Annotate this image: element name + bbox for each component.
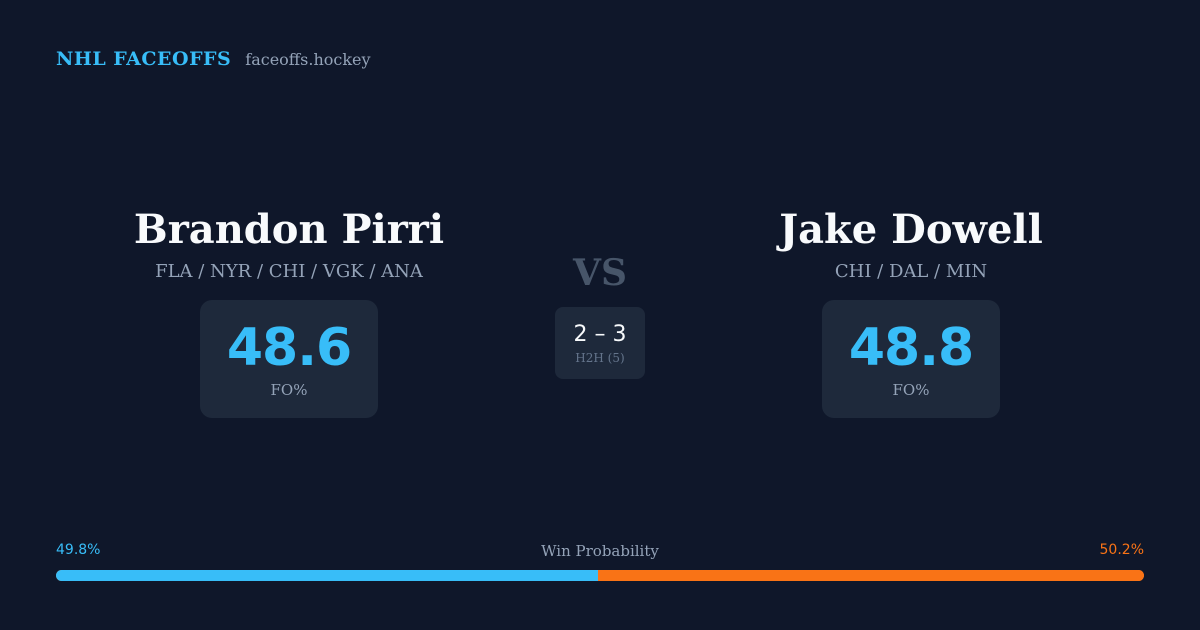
player-two-probability-fill [597, 570, 1144, 581]
vs-label: VS [573, 252, 627, 294]
player-two-win-probability: 50.2% [1099, 542, 1144, 558]
win-probability-bar [56, 570, 1144, 581]
win-probability-title: Win Probability [541, 542, 659, 560]
win-probability-labels: 49.8% Win Probability 50.2% [56, 542, 1144, 562]
player-two-fo-pct: 48.8 [848, 318, 974, 378]
player-two-panel: Jake Dowell CHI / DAL / MIN 48.8 FO% [701, 204, 1121, 418]
player-one-stat-card: 48.6 FO% [200, 300, 378, 418]
player-one-fo-pct: 48.6 [226, 318, 352, 378]
brand-domain: faceoffs.hockey [245, 50, 371, 69]
player-two-fo-label: FO% [892, 381, 930, 399]
player-one-teams: FLA / NYR / CHI / VGK / ANA [155, 261, 423, 282]
brand-header: NHL FACEOFFS faceoffs.hockey [56, 48, 371, 70]
head-to-head-score: 2 – 3 [573, 322, 627, 347]
head-to-head-card: 2 – 3 H2H (5) [555, 307, 645, 379]
player-one-panel: Brandon Pirri FLA / NYR / CHI / VGK / AN… [79, 204, 499, 418]
player-two-name: Jake Dowell [779, 206, 1043, 253]
player-two-stat-card: 48.8 FO% [822, 300, 1000, 418]
player-two-teams: CHI / DAL / MIN [834, 261, 988, 282]
player-one-name: Brandon Pirri [133, 206, 445, 253]
brand-name: NHL FACEOFFS [56, 48, 232, 70]
player-one-fo-label: FO% [270, 381, 308, 399]
head-to-head-label: H2H (5) [575, 351, 625, 365]
player-one-probability-fill [56, 570, 598, 581]
player-one-win-probability: 49.8% [56, 542, 101, 558]
